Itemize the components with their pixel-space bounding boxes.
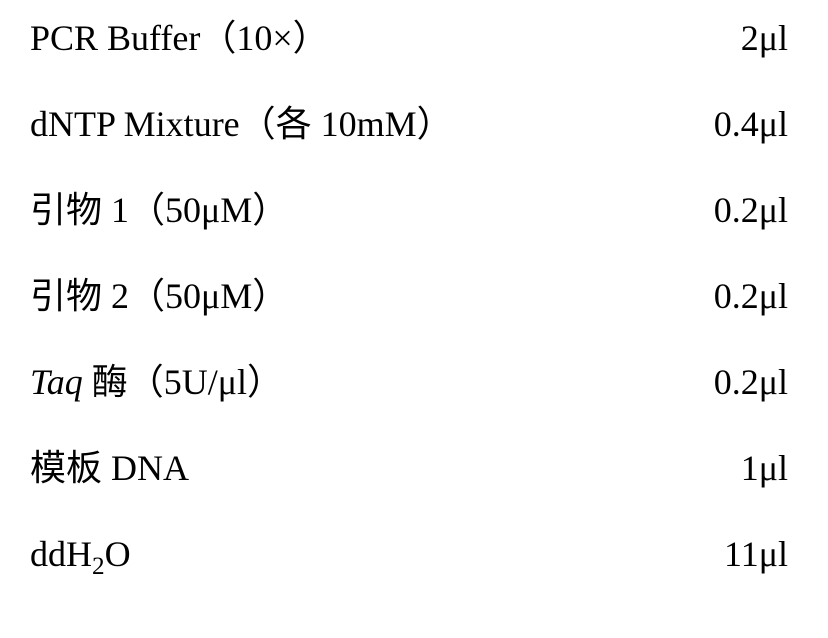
- reagent-volume: 0.2μl: [678, 278, 788, 314]
- table-row: 模板 DNA 1μl: [30, 450, 788, 486]
- table-row: dNTP Mixture（各 10mM） 0.4μl: [30, 106, 788, 142]
- reagent-label: 引物 1（50μM）: [30, 192, 288, 228]
- reagent-label: 引物 2（50μM）: [30, 278, 288, 314]
- reagent-volume: 0.4μl: [678, 106, 788, 142]
- reagent-label: ddH2O: [30, 536, 131, 572]
- reagent-volume: 11μl: [678, 536, 788, 572]
- table-row: PCR Buffer（10×） 2μl: [30, 20, 788, 56]
- reagent-volume: 2μl: [678, 20, 788, 56]
- pcr-reagent-table: PCR Buffer（10×） 2μl dNTP Mixture（各 10mM）…: [0, 0, 828, 638]
- table-row: 引物 2（50μM） 0.2μl: [30, 278, 788, 314]
- reagent-label: dNTP Mixture（各 10mM）: [30, 106, 453, 142]
- table-row: ddH2O 11μl: [30, 536, 788, 572]
- reagent-volume: 1μl: [678, 450, 788, 486]
- reagent-volume: 0.2μl: [678, 192, 788, 228]
- table-row: 引物 1（50μM） 0.2μl: [30, 192, 788, 228]
- reagent-volume: 0.2μl: [678, 364, 788, 400]
- reagent-label: 模板 DNA: [30, 450, 189, 486]
- table-row: Taq 酶（5U/μl） 0.2μl: [30, 364, 788, 400]
- reagent-label: Taq 酶（5U/μl）: [30, 364, 283, 400]
- reagent-label: PCR Buffer（10×）: [30, 20, 329, 56]
